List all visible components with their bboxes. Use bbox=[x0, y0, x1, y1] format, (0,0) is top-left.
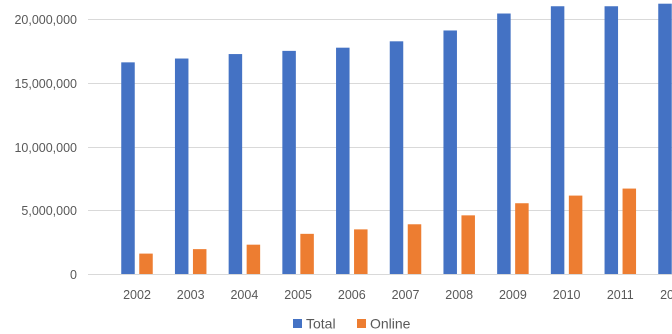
legend-swatch-total bbox=[293, 319, 302, 328]
y-tick-label: 0 bbox=[70, 268, 77, 282]
bar-total-2008 bbox=[443, 30, 457, 274]
legend[interactable]: Total Online bbox=[293, 316, 411, 332]
bar-total-2009 bbox=[497, 13, 511, 275]
bar-total-2003 bbox=[174, 58, 189, 275]
y-tick-label: 20,000,000 bbox=[14, 13, 77, 27]
bar-online-2004 bbox=[246, 244, 261, 274]
x-tick-label: 2004 bbox=[230, 288, 258, 302]
x-tick-label: 2009 bbox=[499, 288, 527, 302]
x-tick-label: 2011 bbox=[607, 288, 634, 302]
bar-total-2004 bbox=[228, 54, 243, 274]
x-tick-label: 2006 bbox=[338, 288, 366, 302]
bar-total-2012 bbox=[658, 3, 672, 274]
bar-total-2011 bbox=[604, 6, 619, 274]
y-tick-label: 15,000,000 bbox=[14, 77, 77, 91]
x-tick-label: 2010 bbox=[553, 288, 581, 302]
bar-online-2011 bbox=[622, 188, 637, 274]
bar-total-2010 bbox=[550, 6, 565, 274]
bar-online-2007 bbox=[407, 224, 422, 274]
bar-total-2006 bbox=[336, 47, 350, 274]
bar-online-2008 bbox=[461, 215, 475, 274]
legend-label-online: Online bbox=[370, 316, 411, 332]
legend-swatch-online bbox=[357, 319, 366, 328]
y-tick-label: 10,000,000 bbox=[14, 141, 77, 155]
y-tick-label: 5,000,000 bbox=[21, 204, 77, 218]
bar-online-2002 bbox=[139, 253, 153, 274]
bar-online-2010 bbox=[568, 195, 583, 274]
bar-total-2007 bbox=[389, 41, 404, 274]
x-tick-label: 2002 bbox=[123, 288, 151, 302]
legend-label-total: Total bbox=[306, 316, 336, 332]
x-tick-label: 2005 bbox=[284, 288, 312, 302]
bars bbox=[121, 3, 672, 275]
x-tick-label: 2003 bbox=[177, 288, 205, 302]
y-axis: 0 5,000,000 10,000,000 15,000,000 20,000,000 bbox=[14, 13, 77, 282]
bar-online-2009 bbox=[515, 203, 529, 274]
x-tick-label: 2007 bbox=[392, 288, 420, 302]
bar-online-2006 bbox=[354, 229, 368, 274]
bar-total-2002 bbox=[121, 62, 135, 274]
x-tick-label: 2012 bbox=[660, 288, 672, 302]
bar-online-2005 bbox=[300, 233, 314, 274]
x-tick-label: 2008 bbox=[445, 288, 473, 302]
bar-total-2005 bbox=[282, 50, 296, 274]
bar-online-2003 bbox=[192, 249, 207, 274]
x-axis: 2002 2003 2004 2005 2006 2007 2008 2009 2010 2011… bbox=[123, 288, 672, 302]
